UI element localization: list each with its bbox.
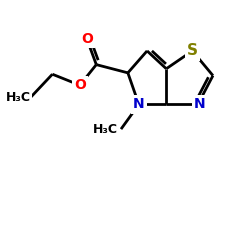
Text: O: O [81,32,93,46]
Text: N: N [133,98,145,112]
Text: O: O [74,78,86,92]
Text: H₃C: H₃C [93,122,118,136]
Text: H₃C: H₃C [6,91,30,104]
Text: N: N [194,98,206,112]
Text: S: S [187,44,198,59]
